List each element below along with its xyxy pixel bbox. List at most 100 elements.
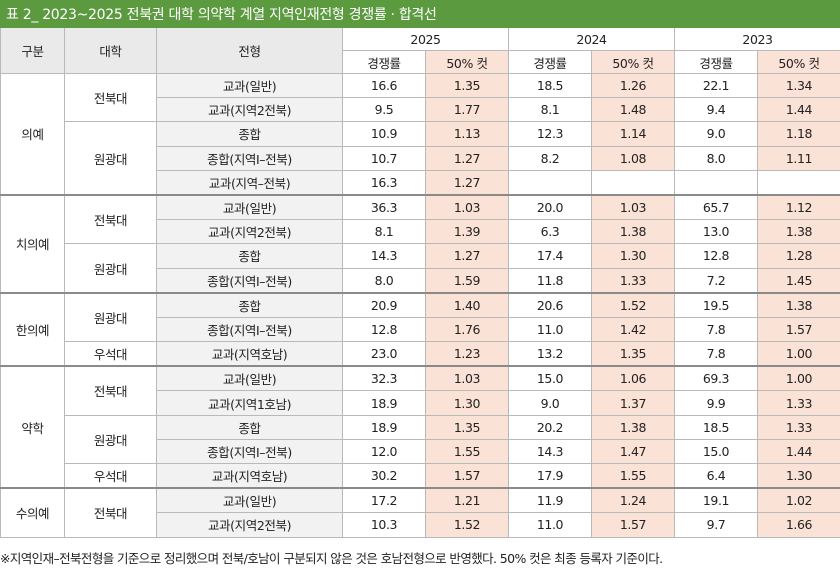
rate-cell-2024: 12.3 [508,121,592,147]
rate-cell-2025: 12.8 [342,316,426,343]
cut-cell-2025: 1.27 [425,145,509,171]
admission-type-cell: 교과(일반) [156,365,343,392]
cut-cell-2025: 1.52 [425,512,509,538]
cut-cell-2024: 1.57 [591,512,675,538]
cut-cell-2023: 1.11 [757,145,840,171]
cut-cell-2025: 1.55 [425,438,509,465]
header-year-2025: 2025 [342,28,509,51]
admission-type-cell: 종합(지역Ⅰ–전북) [156,267,343,294]
cut-cell-2024: 1.38 [591,414,675,440]
rate-cell-2025: 17.2 [342,487,426,514]
rate-cell-2024: 11.8 [508,267,592,294]
university-cell: 원광대 [64,291,157,343]
university-cell: 전북대 [64,193,157,245]
rate-cell-2024: 15.0 [508,365,592,392]
rate-cell-2024 [508,169,592,196]
admissions-table: 구분 대학 전형 2025 2024 2023 경쟁률 50% 컷 경쟁률 50… [0,28,840,538]
table-row: 약학 전북대 교과(일반) 32.3 1.03 15.0 1.06 69.3 1.00 [0,365,840,489]
cut-cell-2025: 1.35 [425,72,509,99]
table-row: 원광대 종합 18.9 1.35 20.2 1.38 18.5 1.33 [1,414,840,465]
cut-cell-2023: 1.30 [757,463,840,489]
cut-cell-2025: 1.21 [425,487,509,514]
cut-cell-2025: 1.13 [425,121,509,147]
rate-cell-2024: 20.0 [508,193,592,221]
cut-cell-2025: 1.03 [425,365,509,392]
rate-cell-2023: 19.1 [674,487,758,514]
cut-cell-2025: 1.40 [425,291,509,318]
rate-cell-2025: 12.0 [342,438,426,465]
rate-cell-2024: 11.0 [508,512,592,538]
header-group: 구분 [0,28,65,74]
header-row-2: 경쟁률 50% 컷 경쟁률 50% 컷 경쟁률 50% 컷 [1,50,840,74]
rate-cell-2023: 9.9 [674,390,758,416]
admission-type-cell: 교과(지역1호남) [156,390,343,416]
group-cell: 치의예 [0,193,65,294]
rate-cell-2025: 10.7 [342,145,426,171]
cut-cell-2023: 1.12 [757,193,840,221]
cut-cell-2024: 1.26 [591,72,675,99]
header-rate-2024: 경쟁률 [508,50,592,74]
cut-cell-2023: 1.38 [757,291,840,318]
admission-type-cell: 교과(일반) [156,72,343,99]
header-year-2024: 2024 [508,28,675,51]
cut-cell-2023: 1.02 [757,487,840,514]
header-rate-2025: 경쟁률 [342,50,426,74]
table-title: 표 2_ 2023~2025 전북권 대학 의약학 계열 지역인재전형 경쟁률 … [0,0,840,28]
rate-cell-2025: 10.9 [342,121,426,147]
cut-cell-2023: 1.57 [757,316,840,343]
table-row: 수의예 전북대 교과(일반) 17.2 1.21 11.9 1.24 19.1 1.02 [0,487,840,538]
table-row: 치의예 전북대 교과(일반) 36.3 1.03 20.0 1.03 65.7 1.12 [0,193,840,294]
rate-cell-2023: 7.8 [674,316,758,343]
cut-cell-2024: 1.14 [591,121,675,147]
university-cell: 원광대 [64,121,157,196]
cut-cell-2024: 1.33 [591,267,675,294]
table-container: 구분 대학 전형 2025 2024 2023 경쟁률 50% 컷 경쟁률 50… [0,28,840,538]
cut-cell-2025: 1.30 [425,390,509,416]
cut-cell-2024: 1.42 [591,316,675,343]
rate-cell-2025: 23.0 [342,341,426,367]
group-cell: 의예 [0,72,65,196]
cut-cell-2025: 1.59 [425,267,509,294]
rate-cell-2023: 8.0 [674,145,758,171]
rate-cell-2023: 6.4 [674,463,758,489]
table-row: 종합(지역Ⅰ–전북) 10.7 1.27 8.2 1.08 8.0 1.11 [1,145,840,171]
table-body: 의예 전북대 교과(일반) 16.6 1.35 18.5 1.26 22.1 1.34 교과(지역… [0,72,840,538]
rate-cell-2025: 16.3 [342,169,426,196]
admission-type-cell: 종합 [156,121,343,147]
rate-cell-2024: 8.1 [508,97,592,123]
rate-cell-2024: 17.9 [508,463,592,489]
cut-cell-2025: 1.39 [425,219,509,245]
cut-cell-2025: 1.27 [425,169,509,196]
rate-cell-2023: 22.1 [674,72,758,99]
header-rate-2023: 경쟁률 [674,50,758,74]
rate-cell-2023: 7.2 [674,267,758,294]
cut-cell-2025: 1.76 [425,316,509,343]
rate-cell-2024: 9.0 [508,390,592,416]
admission-type-cell: 종합(지역Ⅰ–전북) [156,438,343,465]
admission-type-cell: 교과(지역2전북) [156,512,343,538]
header-year-2023: 2023 [674,28,840,51]
rate-cell-2025: 18.9 [342,414,426,440]
university-cell: 우석대 [64,463,157,489]
rate-cell-2024: 13.2 [508,341,592,367]
cut-cell-2025: 1.03 [425,193,509,221]
rate-cell-2025: 14.3 [342,243,426,269]
rate-cell-2024: 17.4 [508,243,592,269]
rate-cell-2024: 14.3 [508,438,592,465]
header-cut-2025: 50% 컷 [425,50,509,74]
university-cell: 전북대 [64,72,157,123]
admission-type-cell: 종합 [156,243,343,269]
cut-cell-2023: 1.44 [757,438,840,465]
admission-type-cell: 교과(지역2전북) [156,219,343,245]
cut-cell-2023: 1.18 [757,121,840,147]
cut-cell-2024: 1.03 [591,193,675,221]
header-row-1: 구분 대학 전형 2025 2024 2023 [0,28,840,74]
cut-cell-2025: 1.23 [425,341,509,367]
rate-cell-2023: 9.7 [674,512,758,538]
cut-cell-2023: 1.28 [757,243,840,269]
rate-cell-2025: 20.9 [342,291,426,318]
rate-cell-2024: 20.6 [508,291,592,318]
rate-cell-2023: 9.4 [674,97,758,123]
rate-cell-2025: 9.5 [342,97,426,123]
rate-cell-2025: 8.1 [342,219,426,245]
